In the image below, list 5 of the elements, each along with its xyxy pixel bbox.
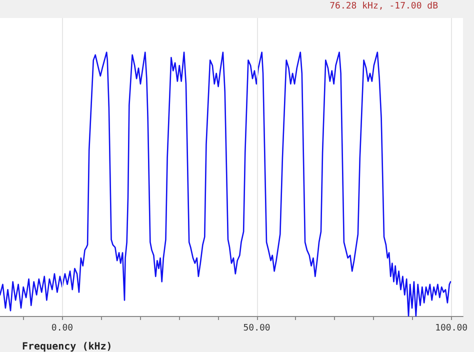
x-tick-label: 50.00 bbox=[243, 324, 270, 334]
x-axis-title: Frequency (kHz) bbox=[22, 342, 112, 352]
x-tick-label: 100.00 bbox=[435, 324, 468, 334]
text: 76.28 kHz, -17.00 dB bbox=[330, 2, 438, 12]
x-tick-label: 0.00 bbox=[51, 324, 74, 334]
